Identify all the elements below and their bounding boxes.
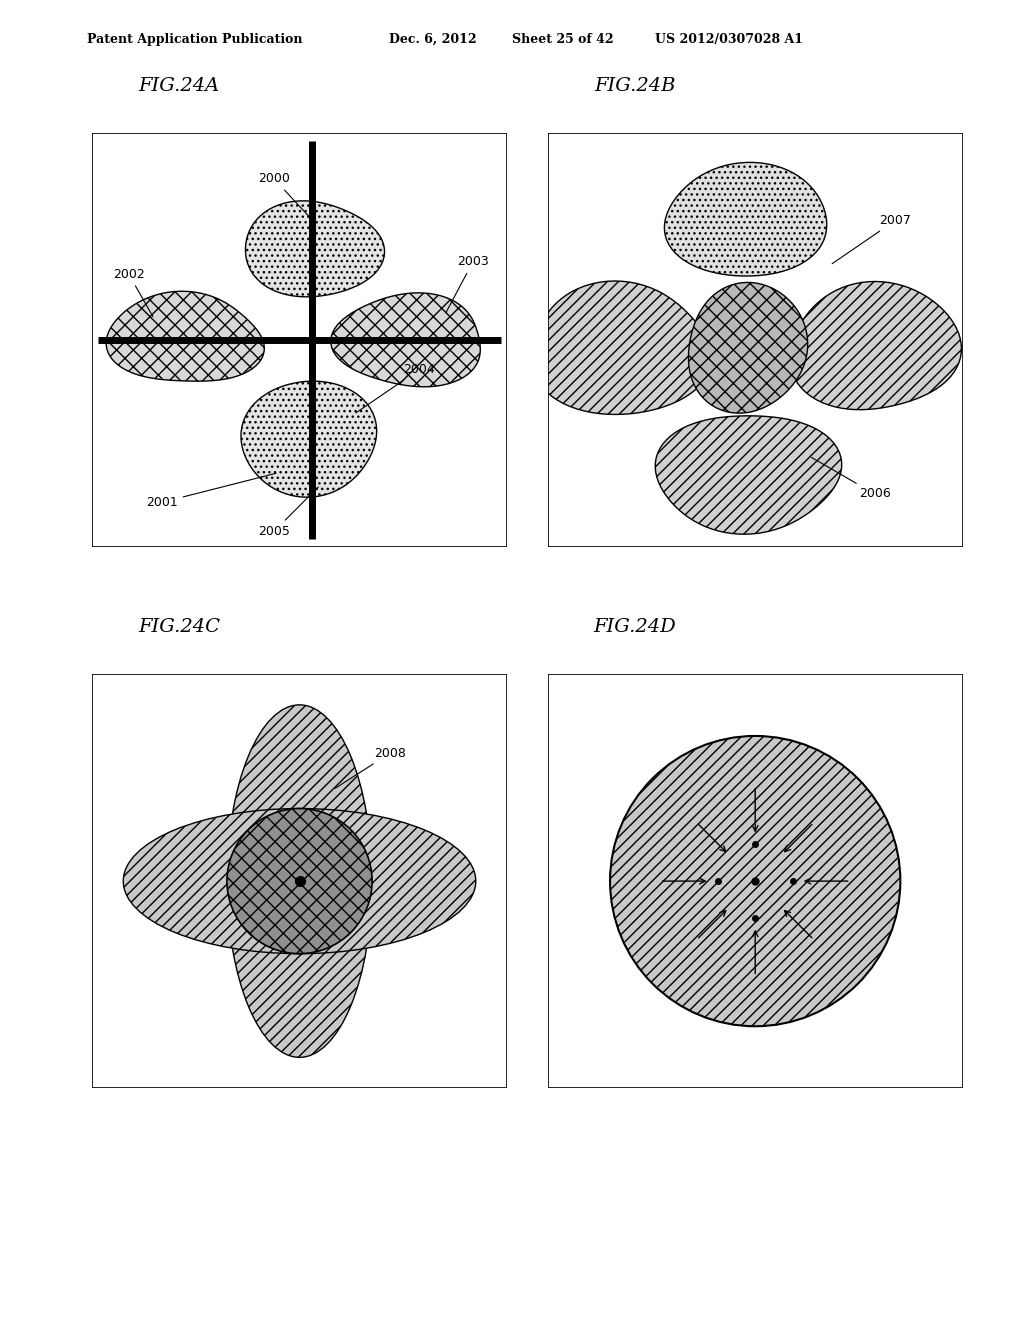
Text: 2004: 2004 <box>355 363 435 413</box>
Polygon shape <box>665 162 826 276</box>
Text: 2007: 2007 <box>833 214 911 264</box>
Polygon shape <box>241 381 377 498</box>
Text: Dec. 6, 2012: Dec. 6, 2012 <box>389 33 477 46</box>
Polygon shape <box>106 292 264 381</box>
Text: Sheet 25 of 42: Sheet 25 of 42 <box>512 33 613 46</box>
Polygon shape <box>655 416 842 535</box>
Ellipse shape <box>227 705 372 1057</box>
Text: 2002: 2002 <box>113 268 153 317</box>
Polygon shape <box>246 201 385 297</box>
Text: US 2012/0307028 A1: US 2012/0307028 A1 <box>655 33 804 46</box>
Text: 2001: 2001 <box>146 474 276 508</box>
Polygon shape <box>331 293 480 387</box>
Text: Patent Application Publication: Patent Application Publication <box>87 33 302 46</box>
Polygon shape <box>688 282 808 413</box>
Text: FIG.24C: FIG.24C <box>138 618 220 636</box>
Polygon shape <box>790 281 962 409</box>
Polygon shape <box>531 281 712 414</box>
Text: FIG.24B: FIG.24B <box>594 77 676 95</box>
Ellipse shape <box>123 809 476 953</box>
Text: 2006: 2006 <box>811 458 891 500</box>
Text: FIG.24A: FIG.24A <box>138 77 220 95</box>
Text: 2000: 2000 <box>258 173 310 218</box>
Text: 2008: 2008 <box>335 747 407 788</box>
Ellipse shape <box>227 809 372 953</box>
Text: 2003: 2003 <box>446 255 488 313</box>
Text: 2005: 2005 <box>258 487 318 537</box>
Circle shape <box>610 737 900 1026</box>
Text: FIG.24D: FIG.24D <box>594 618 676 636</box>
